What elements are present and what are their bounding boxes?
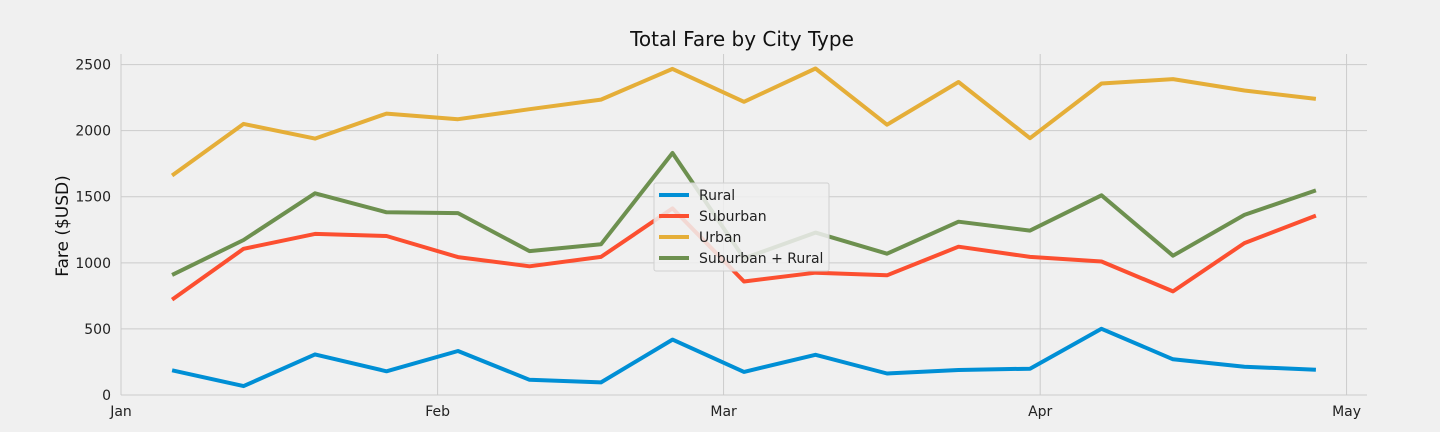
y-tick-labels: 0 500 1000 1500 2000 2500 [75, 58, 111, 404]
x-tick-label: Mar [710, 404, 737, 420]
y-axis-label: Fare ($USD) [53, 175, 73, 277]
legend-box [653, 182, 830, 272]
x-tick-label: Jan [109, 404, 132, 420]
x-tick-label: Feb [425, 404, 450, 420]
series-line-rural [171, 326, 1316, 389]
x-tick-label: May [1332, 404, 1361, 420]
y-tick-label: 2500 [75, 58, 111, 74]
legend-label: Rural [699, 188, 735, 204]
legend-label: Suburban + Rural [699, 251, 823, 267]
x-tick-label: Apr [1028, 404, 1052, 420]
legend-label: Urban [699, 230, 741, 246]
series-line-suburban [170, 206, 1317, 302]
y-tick-label: 2000 [75, 124, 111, 140]
legend: Rural Suburban Urban Suburban + Rural [653, 182, 830, 272]
y-tick-label: 1500 [75, 190, 111, 206]
y-tick-label: 500 [84, 322, 111, 338]
y-tick-label: 0 [102, 388, 111, 404]
legend-label: Suburban [699, 209, 767, 225]
series-line-urban [170, 66, 1317, 178]
y-tick-label: 1000 [75, 256, 111, 272]
chart-title: Total Fare by City Type [629, 27, 854, 51]
x-tick-labels: Jan Feb Mar Apr May [109, 404, 1361, 420]
